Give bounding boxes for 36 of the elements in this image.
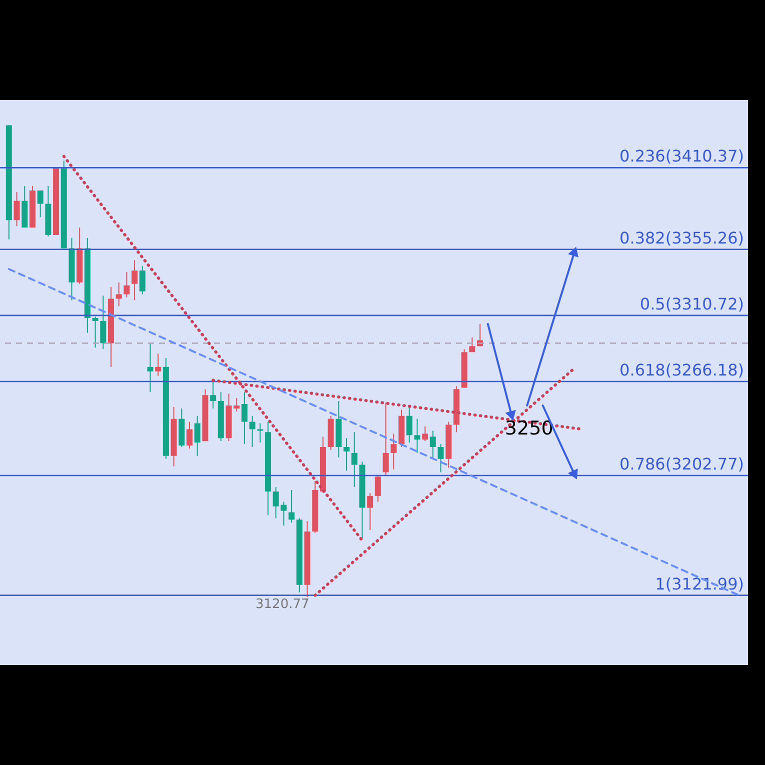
candlestick bbox=[344, 438, 350, 472]
candlestick bbox=[155, 353, 162, 376]
candlestick bbox=[147, 342, 154, 393]
candlestick bbox=[469, 336, 476, 353]
candlestick bbox=[367, 492, 374, 531]
candlestick bbox=[124, 272, 130, 298]
candlestick bbox=[14, 191, 20, 227]
candlestick bbox=[194, 415, 200, 456]
candlestick bbox=[351, 432, 358, 488]
candlestick bbox=[241, 392, 248, 445]
ref-line-label: 1(3121.99) bbox=[655, 574, 744, 594]
candlestick bbox=[186, 421, 192, 449]
ref-line-label: 0.786(3202.77) bbox=[620, 454, 744, 474]
candlestick bbox=[92, 316, 98, 348]
candlestick bbox=[430, 430, 436, 458]
candlestick bbox=[414, 418, 420, 454]
ref-line-label: 0.618(3266.18) bbox=[620, 360, 744, 380]
candlestick bbox=[288, 490, 295, 524]
candlestick bbox=[374, 474, 381, 502]
candlestick bbox=[257, 422, 264, 444]
candlestick bbox=[390, 433, 397, 470]
ref-line-label: 0.5(3310.72) bbox=[640, 294, 744, 314]
data-label: 3250 bbox=[504, 417, 554, 440]
candlestick bbox=[37, 190, 44, 218]
candlestick bbox=[116, 282, 122, 307]
text: 3120.77 bbox=[256, 597, 310, 612]
candlestick bbox=[249, 415, 256, 448]
candlestick bbox=[132, 260, 138, 301]
candlestick bbox=[139, 266, 146, 295]
ref-line-label: 0.382(3355.26) bbox=[620, 228, 744, 248]
candlestick bbox=[382, 402, 389, 476]
candlestick bbox=[100, 295, 106, 350]
candlestick bbox=[422, 426, 428, 442]
candlestick bbox=[438, 444, 444, 473]
candlestick bbox=[406, 406, 412, 444]
ref-line-label: 0.236(3410.37) bbox=[620, 146, 744, 166]
